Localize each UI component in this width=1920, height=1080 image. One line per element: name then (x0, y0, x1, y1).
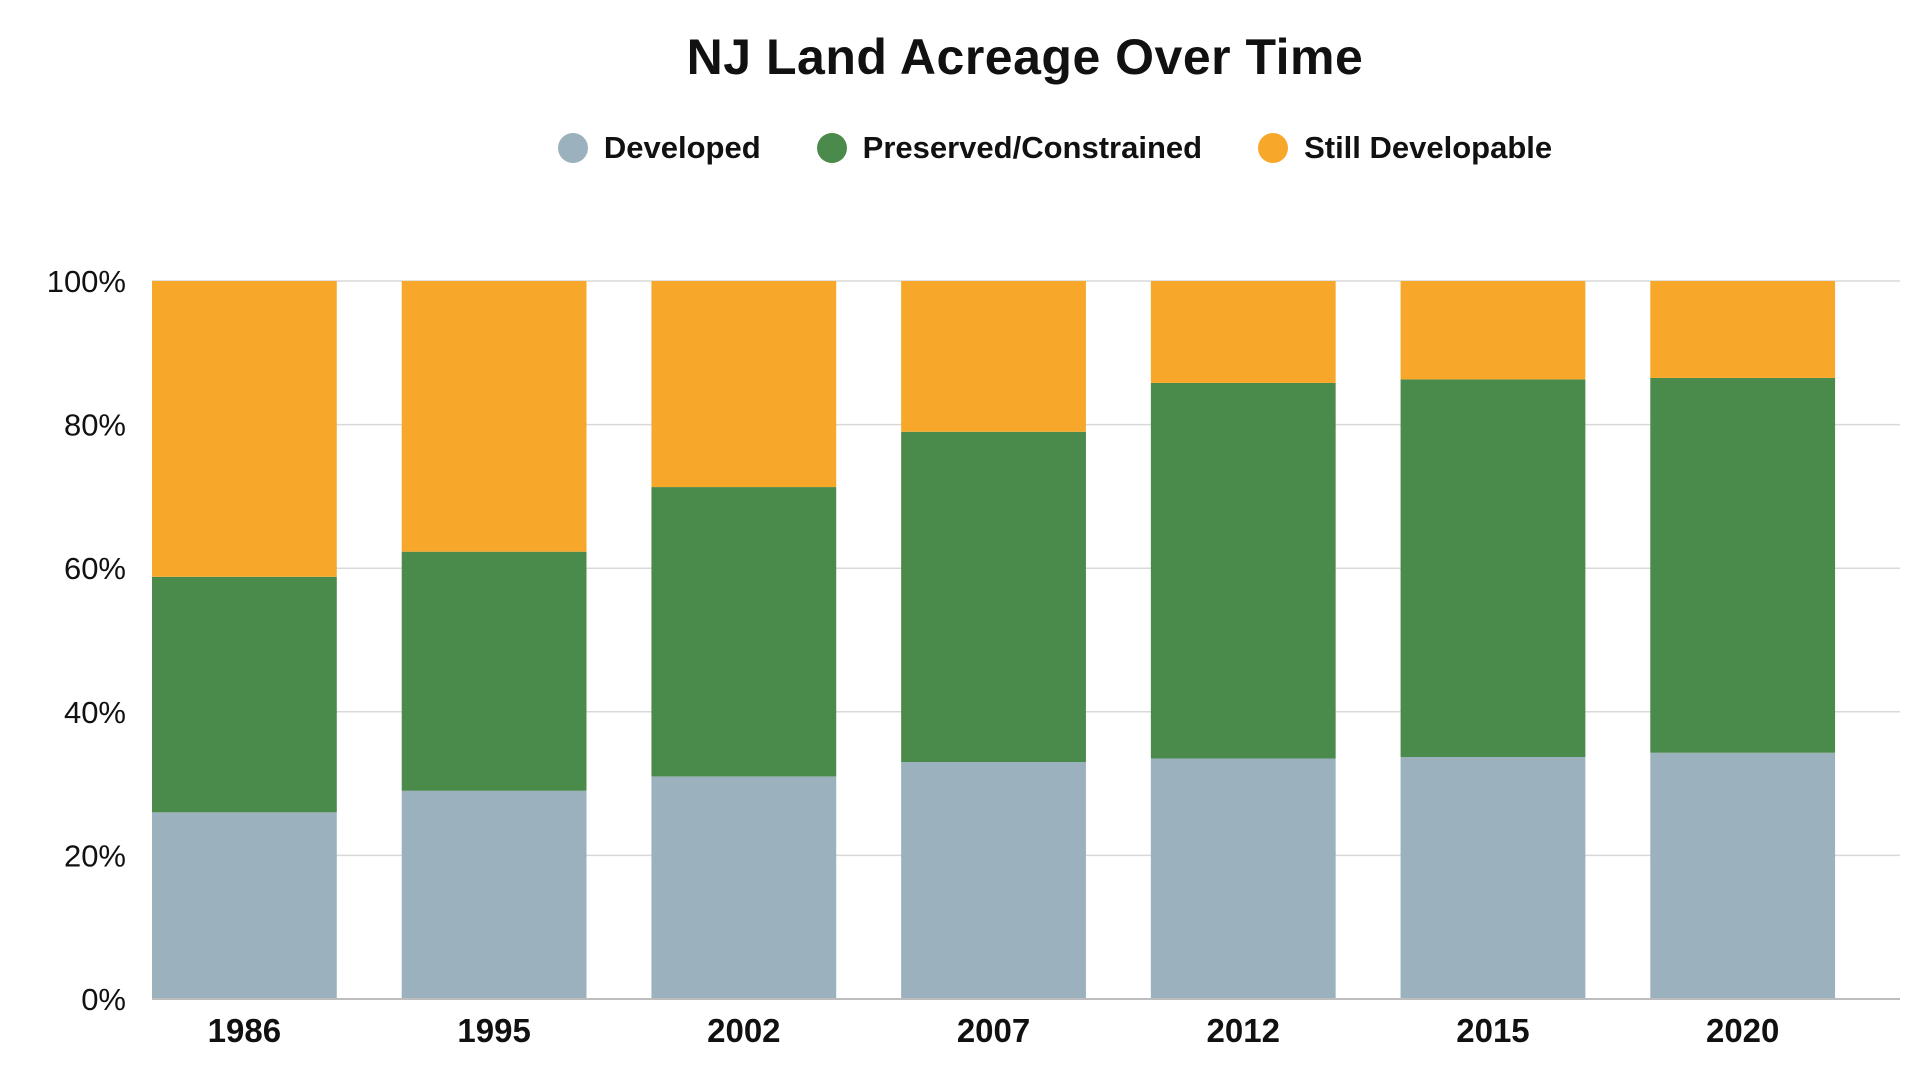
y-tick-label-80: 80% (64, 408, 126, 443)
legend-item-still-developable: Still Developable (1258, 130, 1552, 166)
legend-swatch-still-developable (1258, 133, 1289, 163)
y-tick-label-40: 40% (64, 695, 126, 730)
y-tick-label-20: 20% (64, 838, 126, 873)
bar-2020-developed (1650, 752, 1836, 999)
legend-item-developed: Developed (557, 130, 761, 166)
chart-title: NJ Land Acreage Over Time (686, 29, 1364, 85)
bar-1986-preserved-constrained (152, 576, 337, 813)
x-tick-label-1986: 1986 (208, 1012, 281, 1049)
bar-1986-still-developable (152, 281, 337, 577)
y-tick-label-60: 60% (64, 551, 126, 586)
bar-2007-preserved-constrained (901, 431, 1086, 763)
legend-label-preserved: Preserved/Constrained (862, 130, 1203, 165)
legend: Developed Preserved/Constrained Still De… (0, 130, 1920, 166)
y-tick-label-100: 100% (47, 264, 126, 299)
x-tick-label-2020: 2020 (1706, 1012, 1779, 1049)
bar-2015-still-developable (1400, 281, 1586, 380)
x-tick-label-2007: 2007 (957, 1012, 1030, 1049)
bar-2012-developed (1150, 758, 1336, 999)
bar-2020-preserved-constrained (1650, 377, 1836, 753)
bar-2012-preserved-constrained (1150, 382, 1336, 759)
bar-2007-developed (901, 762, 1086, 999)
bar-2007-still-developable (901, 281, 1086, 432)
bar-2015-preserved-constrained (1400, 379, 1586, 758)
x-tick-label-1995: 1995 (457, 1012, 530, 1049)
x-tick-label-2002: 2002 (707, 1012, 780, 1049)
x-tick-label-2012: 2012 (1207, 1012, 1280, 1049)
bar-1995-preserved-constrained (401, 551, 587, 791)
legend-item-preserved: Preserved/Constrained (816, 130, 1203, 166)
y-tick-label-0: 0% (81, 982, 126, 1017)
bar-1995-still-developable (401, 281, 587, 552)
legend-swatch-preserved (816, 133, 847, 163)
x-tick-label-2015: 2015 (1456, 1012, 1529, 1049)
legend-label-developed: Developed (603, 130, 761, 165)
bar-2015-developed (1400, 757, 1586, 999)
bar-2020-still-developable (1650, 281, 1836, 378)
legend-label-still-developable: Still Developable (1304, 130, 1553, 165)
bar-1995-developed (401, 790, 587, 999)
bar-2012-still-developable (1150, 281, 1336, 383)
bar-2002-developed (651, 776, 837, 999)
bar-2002-still-developable (651, 281, 837, 488)
bar-2002-preserved-constrained (651, 487, 837, 777)
legend-swatch-developed (557, 133, 588, 163)
bar-1986-developed (152, 812, 337, 999)
